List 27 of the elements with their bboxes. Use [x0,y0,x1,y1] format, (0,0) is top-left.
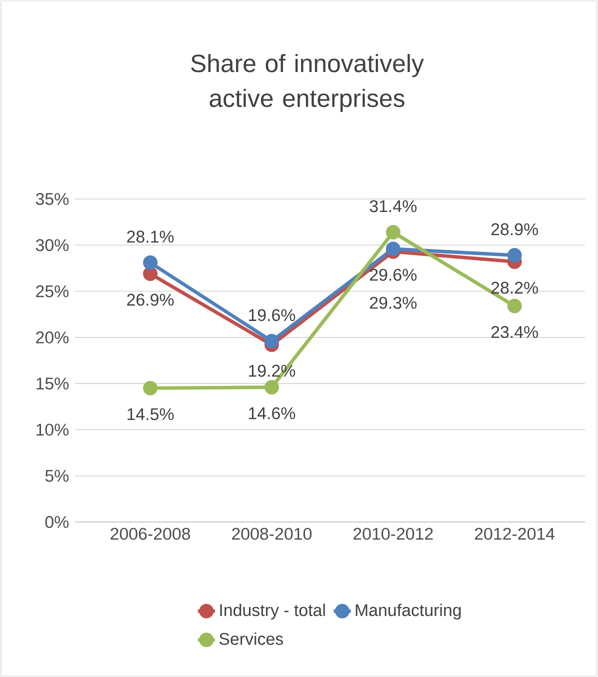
x-tick-label: 2006-2008 [110,528,190,540]
data-label: 23.4% [491,326,538,338]
data-label: 19.6% [249,309,296,322]
x-tick-label: 2010-2012 [354,528,433,540]
data-label: 31.4% [370,200,417,212]
x-tick-label: 2008-2010 [232,528,312,540]
data-label: 29.3% [370,296,417,309]
data-label: 14.5% [128,408,174,420]
data-label: 28.9% [491,223,538,236]
data-label: 28.1% [127,230,174,243]
y-tick-label: 10% [36,424,69,436]
legend-label: Industry - total [220,604,325,620]
legend-label: Services [219,632,284,645]
y-tick-label: 5% [45,470,69,482]
y-tick-label: 35% [36,192,69,205]
data-label: 29.6% [370,268,417,281]
y-tick-label: 0% [45,516,69,528]
y-tick-label: 15% [36,378,69,390]
y-tick-label: 20% [36,331,69,344]
y-tick-label: 25% [36,285,69,298]
legend-label: Manufacturing [356,604,461,620]
data-label: 28.2% [491,282,538,294]
data-label: 14.6% [249,407,296,420]
x-tick-label: 2012-2014 [474,528,555,540]
y-tick-label: 30% [36,239,69,252]
chart-title: Share of innovatively active enterprises [191,54,424,112]
data-label: 26.9% [127,294,174,306]
